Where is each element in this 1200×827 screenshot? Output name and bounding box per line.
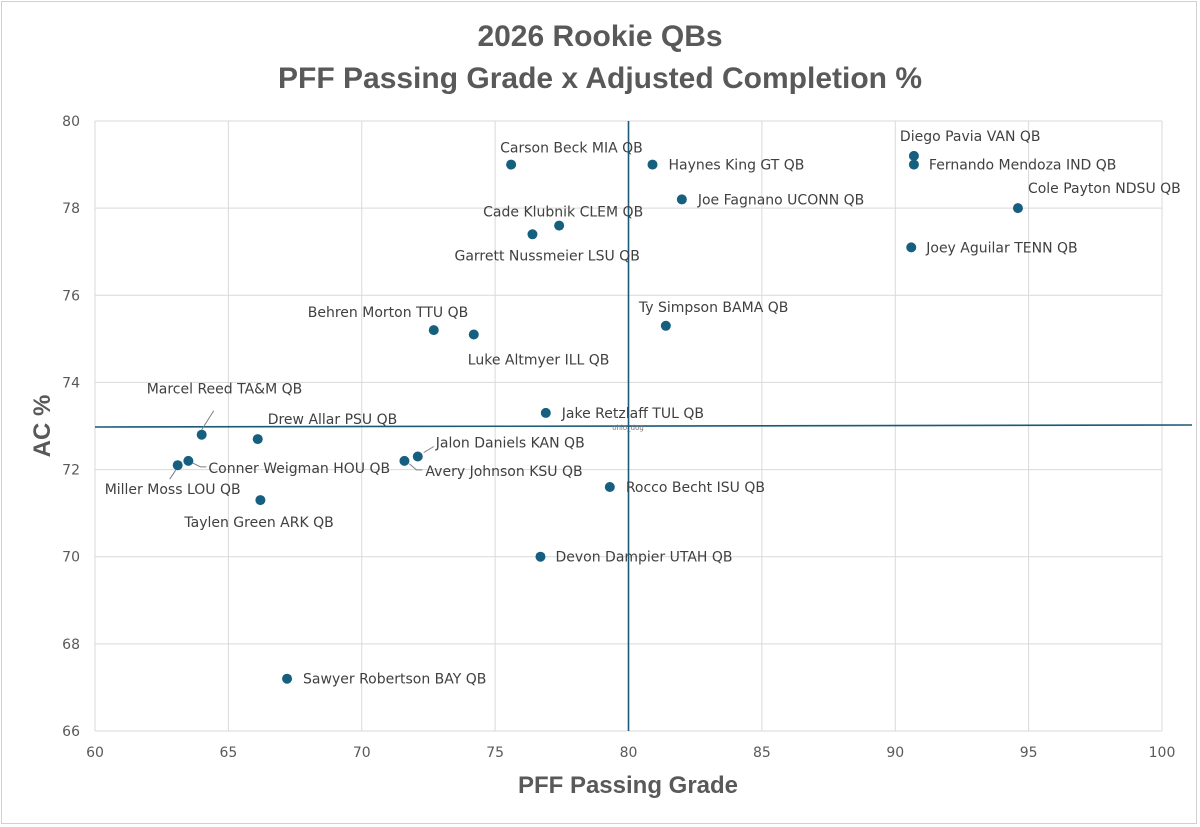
data-label: Joey Aguilar TENN QB <box>925 240 1077 256</box>
data-label: Cole Payton NDSU QB <box>1028 181 1181 197</box>
label-leader-lines <box>169 410 435 480</box>
data-label: Sawyer Robertson BAY QB <box>303 672 486 688</box>
data-point <box>183 455 194 466</box>
horizontal-reference-line <box>94 424 1193 428</box>
data-label: Marcel Reed TA&M QB <box>147 382 303 398</box>
data-point <box>676 194 687 205</box>
data-point <box>540 407 551 418</box>
data-label: Conner Weigman HOU QB <box>208 461 390 477</box>
data-point <box>399 455 410 466</box>
y-axis-title: AC % <box>29 395 56 458</box>
data-point <box>255 495 266 506</box>
data-point <box>428 325 439 336</box>
data-label: Jalon Daniels KAN QB <box>435 436 585 452</box>
data-point <box>906 242 917 253</box>
data-label: Garrett Nussmeier LSU QB <box>454 248 639 264</box>
y-tick-label: 80 <box>62 114 80 130</box>
data-point <box>604 482 615 492</box>
data-point <box>908 159 919 170</box>
x-axis-ticks: 60 65 70 75 80 85 90 95 100 <box>86 745 1175 761</box>
y-axis-ticks: 66 68 70 72 74 76 78 80 <box>62 114 80 740</box>
x-tick-label: 100 <box>1149 745 1176 761</box>
data-point <box>468 329 479 340</box>
label-leader-line <box>423 446 435 453</box>
data-point <box>1012 203 1023 214</box>
reference-lines <box>94 121 1193 731</box>
data-point <box>527 229 538 240</box>
x-tick-label: 65 <box>219 745 237 761</box>
data-labels: Diego Pavia VAN QB Fernando Mendoza IND Q… <box>105 129 1181 688</box>
data-point <box>660 320 671 331</box>
data-point <box>535 551 546 562</box>
data-point <box>252 434 263 445</box>
data-label: Jake Retzlaff TUL QB <box>561 406 704 422</box>
label-leader-line <box>201 410 215 430</box>
x-tick-label: 80 <box>620 745 638 761</box>
y-tick-label: 74 <box>62 375 80 391</box>
y-tick-label: 78 <box>62 201 80 217</box>
data-point <box>196 429 207 440</box>
x-tick-label: 70 <box>353 745 371 761</box>
y-tick-label: 66 <box>62 724 80 740</box>
data-label: Miller Moss LOU QB <box>105 482 241 498</box>
label-leader-line <box>192 462 207 468</box>
y-tick-label: 72 <box>62 463 80 479</box>
data-point <box>282 673 293 684</box>
data-label: Taylen Green ARK QB <box>183 515 333 531</box>
data-label: Cade Klubnik CLEM QB <box>483 205 643 221</box>
data-label: Diego Pavia VAN QB <box>900 129 1041 145</box>
x-tick-label: 95 <box>1020 745 1038 761</box>
y-tick-label: 70 <box>62 550 80 566</box>
data-label: Ty Simpson BAMA QB <box>638 300 789 316</box>
label-leader-line <box>409 463 423 471</box>
data-label: Carson Beck MIA QB <box>500 141 643 157</box>
data-label: Devon Dampier UTAH QB <box>555 550 732 566</box>
data-label: Fernando Mendoza IND QB <box>929 158 1117 174</box>
data-points <box>172 150 1023 684</box>
data-label: Joe Fagnano UCONN QB <box>697 192 864 208</box>
x-tick-label: 90 <box>886 745 904 761</box>
x-tick-label: 75 <box>486 745 504 761</box>
x-axis-title: PFF Passing Grade <box>518 772 738 799</box>
x-tick-label: 60 <box>86 745 104 761</box>
label-leader-line <box>169 469 177 480</box>
data-point <box>647 159 658 170</box>
data-label: Luke Altmyer ILL QB <box>468 353 610 369</box>
data-label: Behren Morton TTU QB <box>308 305 468 321</box>
data-label: Haynes King GT QB <box>669 158 805 174</box>
data-point <box>172 460 183 471</box>
data-label: Rocco Becht ISU QB <box>626 480 765 496</box>
data-point <box>506 159 517 170</box>
y-tick-label: 76 <box>62 288 80 304</box>
data-point <box>554 220 565 231</box>
watermark: ohio_dog <box>612 424 644 432</box>
data-label: Avery Johnson KSU QB <box>425 464 582 480</box>
chart-title-line-2: PFF Passing Grade x Adjusted Completion … <box>278 62 922 95</box>
chart-title-line-1: 2026 Rookie QBs <box>477 20 722 53</box>
x-tick-label: 85 <box>753 745 771 761</box>
data-point <box>908 150 919 161</box>
data-point <box>412 451 423 462</box>
y-tick-label: 68 <box>62 637 80 653</box>
data-label: Drew Allar PSU QB <box>268 412 398 428</box>
